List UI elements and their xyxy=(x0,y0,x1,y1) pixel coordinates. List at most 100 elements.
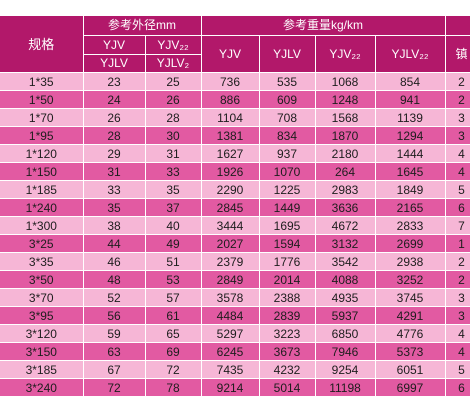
weight-cell: 3223 xyxy=(259,324,316,343)
partial-column-cell: 3 xyxy=(445,108,470,127)
weight-cell: 4935 xyxy=(315,288,376,307)
spec-cell: 1*300 xyxy=(0,216,84,235)
weight-cell: 1248 xyxy=(315,90,376,109)
outer-diameter-cell: 59 xyxy=(83,324,146,343)
table-row: 3*120 59 65 5297 3223 6850 4776 4 xyxy=(0,324,470,343)
weight-cell: 3636 xyxy=(315,198,376,217)
weight-cell: 3252 xyxy=(375,270,446,289)
outer-diameter-cell: 65 xyxy=(145,324,202,343)
outer-diameter-cell: 57 xyxy=(145,288,202,307)
weight-col-header: YJLV xyxy=(259,35,316,73)
weight-cell: 2388 xyxy=(259,288,316,307)
weight-cell: 1645 xyxy=(375,162,446,181)
table-row: 1*120 29 31 1627 937 2180 1444 4 xyxy=(0,144,470,163)
outer-diameter-cell: 26 xyxy=(83,108,146,127)
table-row: 3*95 56 61 4484 2839 5937 4291 3 xyxy=(0,306,470,325)
outer-diameter-cell: 63 xyxy=(83,342,146,361)
spec-cell: 3*240 xyxy=(0,378,84,397)
table-row: 1*300 38 40 3444 1695 4672 2833 7 xyxy=(0,216,470,235)
weight-cell: 5937 xyxy=(315,306,376,325)
weight-cell: 4776 xyxy=(375,324,446,343)
spec-cell: 3*120 xyxy=(0,324,84,343)
weight-cell: 4484 xyxy=(201,306,260,325)
weight-cell: 736 xyxy=(201,72,260,91)
weight-cell: 2938 xyxy=(375,252,446,271)
od-col1-top-header: YJV xyxy=(83,35,146,55)
weight-cell: 1070 xyxy=(259,162,316,181)
partial-column-cell: 3 xyxy=(445,126,470,145)
outer-diameter-cell: 78 xyxy=(145,378,202,397)
table-row: 1*240 35 37 2845 1449 3636 2165 6 xyxy=(0,198,470,217)
weight-cell: 2290 xyxy=(201,180,260,199)
table-row: 3*240 72 78 9214 5014 11198 6997 6 xyxy=(0,378,470,397)
weight-cell: 708 xyxy=(259,108,316,127)
partial-column-cell: 7 xyxy=(445,216,470,235)
outer-diameter-cell: 67 xyxy=(83,360,146,379)
weight-cell: 609 xyxy=(259,90,316,109)
outer-diameter-header: 参考外径mm xyxy=(83,16,202,36)
weight-cell: 9254 xyxy=(315,360,376,379)
spec-cell: 3*70 xyxy=(0,288,84,307)
table-row: 1*50 24 26 886 609 1248 941 2 xyxy=(0,90,470,109)
weight-cell: 1926 xyxy=(201,162,260,181)
weight-cell: 3673 xyxy=(259,342,316,361)
outer-diameter-cell: 52 xyxy=(83,288,146,307)
spec-cell: 1*240 xyxy=(0,198,84,217)
spec-cell: 3*35 xyxy=(0,252,84,271)
outer-diameter-cell: 38 xyxy=(83,216,146,235)
outer-diameter-cell: 61 xyxy=(145,306,202,325)
spec-cell: 1*50 xyxy=(0,90,84,109)
od-col2-bottom-header: YJLV₂ xyxy=(145,54,202,73)
outer-diameter-cell: 31 xyxy=(145,144,202,163)
spec-cell: 1*35 xyxy=(0,72,84,91)
partial-column-cell: 2 xyxy=(445,72,470,91)
weight-col-header: YJLV₂₂ xyxy=(375,35,446,73)
weight-cell: 2833 xyxy=(375,216,446,235)
spec-cell: 3*150 xyxy=(0,342,84,361)
weight-cell: 5297 xyxy=(201,324,260,343)
weight-cell: 5014 xyxy=(259,378,316,397)
outer-diameter-cell: 48 xyxy=(83,270,146,289)
outer-diameter-cell: 49 xyxy=(145,234,202,253)
spec-header: 规格 xyxy=(0,16,84,73)
weight-col-header: YJV xyxy=(201,35,260,73)
weight-cell: 2983 xyxy=(315,180,376,199)
table-row: 1*185 33 35 2290 1225 2983 1849 5 xyxy=(0,180,470,199)
weight-cell: 2845 xyxy=(201,198,260,217)
spec-cell: 3*185 xyxy=(0,360,84,379)
weight-cell: 1225 xyxy=(259,180,316,199)
weight-cell: 3578 xyxy=(201,288,260,307)
partial-column-cell: 3 xyxy=(445,288,470,307)
weight-cell: 2379 xyxy=(201,252,260,271)
outer-diameter-cell: 29 xyxy=(83,144,146,163)
partial-column-cell: 4 xyxy=(445,324,470,343)
weight-cell: 3745 xyxy=(375,288,446,307)
weight-cell: 1594 xyxy=(259,234,316,253)
outer-diameter-cell: 26 xyxy=(145,90,202,109)
spec-cell: 3*50 xyxy=(0,270,84,289)
partial-column-cell: 5 xyxy=(445,360,470,379)
weight-cell: 6051 xyxy=(375,360,446,379)
cable-spec-table: 规格 参考外径mm 参考重量kg/km YJV YJV₂₂ YJV YJLV Y… xyxy=(0,16,470,397)
weight-cell: 941 xyxy=(375,90,446,109)
partial-column-cell: 6 xyxy=(445,378,470,397)
weight-cell: 2849 xyxy=(201,270,260,289)
weight-cell: 7946 xyxy=(315,342,376,361)
weight-cell: 9214 xyxy=(201,378,260,397)
spec-cell: 3*25 xyxy=(0,234,84,253)
outer-diameter-cell: 37 xyxy=(145,198,202,217)
partial-column-cell: 3 xyxy=(445,306,470,325)
partial-column-cell: 4 xyxy=(445,342,470,361)
partial-column-cell: 1 xyxy=(445,234,470,253)
outer-diameter-cell: 24 xyxy=(83,90,146,109)
weight-cell: 1068 xyxy=(315,72,376,91)
outer-diameter-cell: 46 xyxy=(83,252,146,271)
weight-cell: 3542 xyxy=(315,252,376,271)
spec-cell: 3*95 xyxy=(0,306,84,325)
weight-cell: 3132 xyxy=(315,234,376,253)
weight-cell: 1695 xyxy=(259,216,316,235)
weight-cell: 6850 xyxy=(315,324,376,343)
weight-cell: 4672 xyxy=(315,216,376,235)
weight-cell: 2699 xyxy=(375,234,446,253)
